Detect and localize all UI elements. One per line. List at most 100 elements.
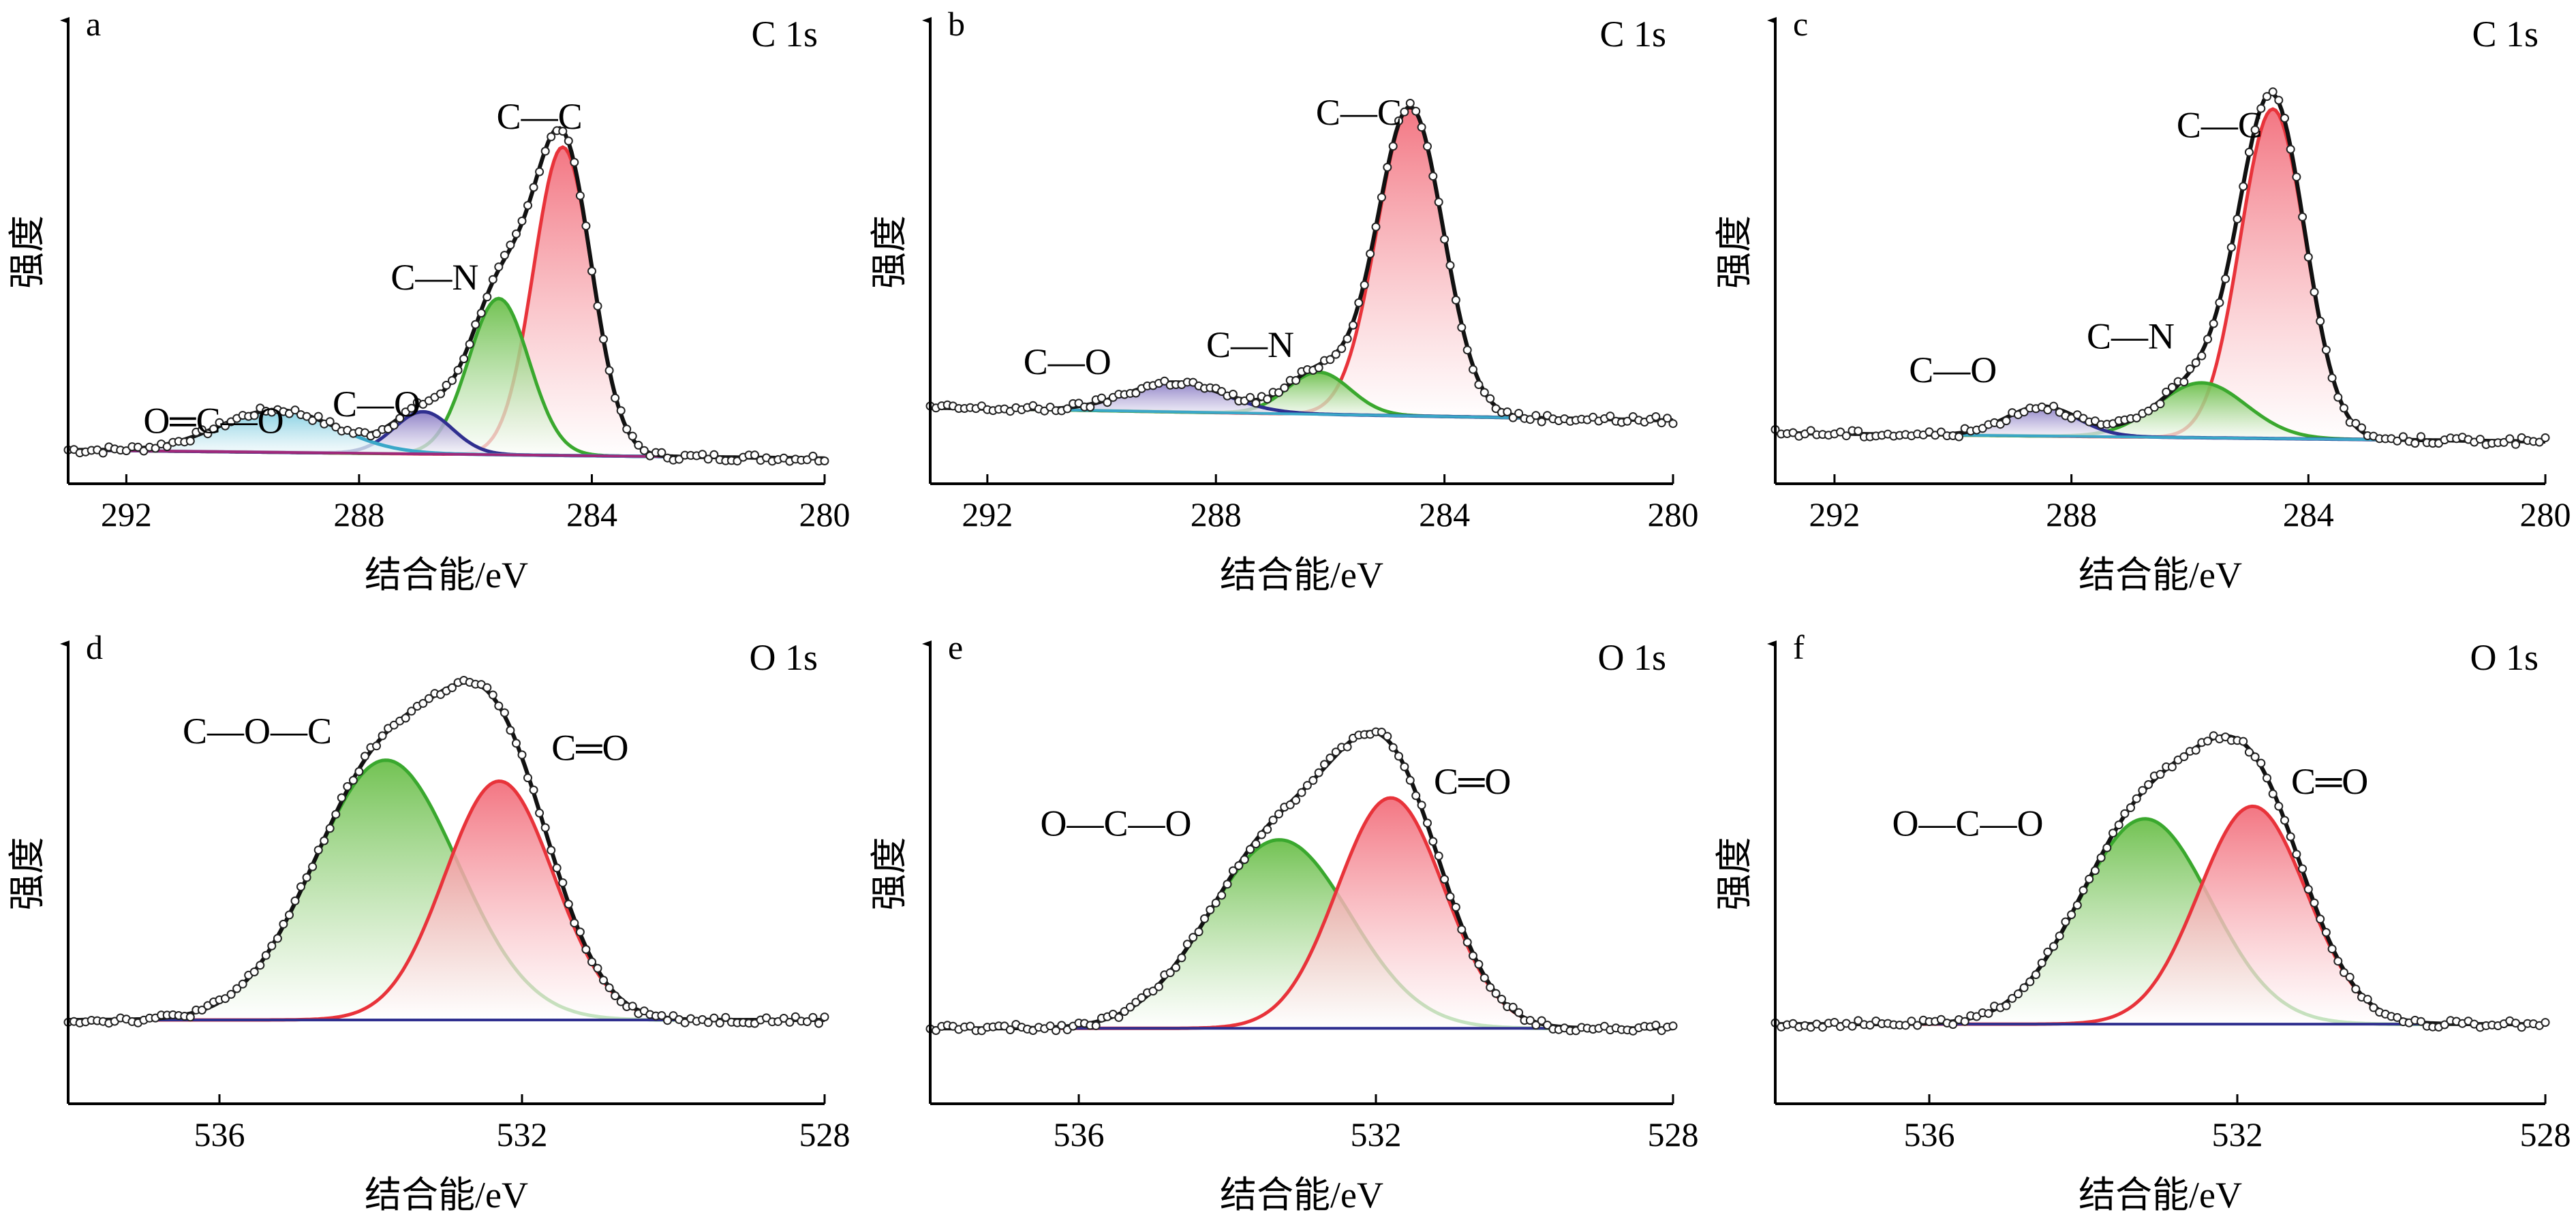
peak-fill-2 [930,798,1673,1029]
panel-a: 292 288 284 280 a C 1s 结合能/eV 强度 C—C C—N C—O O═C—O [7,5,850,595]
raw-data-point [1131,997,1141,1007]
raw-data-points [925,727,1678,1036]
raw-data-point [1623,416,1632,426]
raw-data-point [1291,796,1301,805]
panel-letter: d [86,628,103,666]
peak-fill-2 [1775,382,2545,442]
panel-letter: f [1793,628,1805,666]
raw-data-point [2250,125,2260,135]
raw-data-point [2369,1003,2378,1012]
panel-letter: a [86,5,101,43]
raw-data-point [1268,816,1278,825]
raw-data-point [2132,414,2141,422]
raw-data-point [1234,861,1244,870]
raw-data-point [482,683,492,692]
raw-data-point [267,941,277,950]
raw-data-point [1120,1007,1129,1016]
raw-data-points [1770,87,2550,449]
raw-data-point [1377,728,1386,737]
x-tick-label: 536 [1904,1115,1955,1154]
raw-data-point [1314,768,1323,777]
raw-data-point [1383,732,1392,741]
raw-data-point [669,1011,678,1021]
raw-data-point [721,1012,731,1022]
raw-data-point [779,1014,788,1023]
raw-data-point [1806,426,1815,435]
raw-data-point [2263,92,2271,102]
raw-data-point [2274,801,2284,811]
raw-data-point [2417,1017,2425,1026]
raw-data-point [494,262,504,272]
raw-data-point [1417,801,1426,810]
raw-data-point [1960,1017,1969,1026]
core-level-label: C 1s [751,14,818,55]
raw-data-point [2511,1019,2520,1028]
raw-data-point [1274,388,1283,397]
raw-data-point [185,1012,195,1022]
raw-data-point [2239,737,2248,746]
raw-data-point [279,919,288,929]
raw-data-point [2002,1001,2011,1010]
raw-data-point [290,405,300,415]
raw-data-point [616,406,626,416]
raw-data-point [1978,424,1987,433]
raw-data-point [1984,1009,1993,1018]
raw-data-point [2541,433,2550,442]
raw-data-point [1331,747,1340,757]
raw-data-point [1663,414,1672,423]
panel-letter: b [948,5,965,43]
raw-data-point [372,741,381,751]
raw-data-point [1308,775,1318,785]
raw-data-point [698,450,707,459]
raw-data-point [2327,944,2337,954]
raw-data-point [2340,403,2348,413]
raw-data-point [1331,350,1340,359]
raw-data-point [1531,1021,1541,1030]
raw-data-point [762,1013,771,1023]
raw-data-point [1246,845,1255,854]
peak-label: C—N [1206,324,1294,365]
raw-data-point [2221,274,2230,283]
raw-data-point [378,731,387,741]
raw-data-point [221,421,230,431]
raw-data-point [313,846,323,855]
raw-data-point [2179,377,2189,387]
x-axis-label: 结合能/eV [2079,1175,2242,1216]
x-tick-label: 280 [2520,495,2571,533]
raw-data-point [162,442,172,452]
y-axis-label: 强度 [869,215,910,289]
core-level-label: C 1s [2472,14,2539,55]
raw-data-point [2440,1020,2449,1030]
x-tick-label: 532 [1351,1115,1402,1154]
raw-data-points [1770,731,2550,1032]
raw-data-point [1854,1016,1863,1025]
raw-data-point [1206,905,1215,914]
raw-data-point [622,424,632,434]
raw-data-point [1223,880,1232,889]
raw-data-point [372,429,381,439]
raw-data-point [2067,910,2076,919]
peak-fill-1 [1775,109,2545,442]
peak-label: C═O [551,728,628,769]
x-tick-label: 292 [1809,495,1860,533]
core-level-label: O 1s [749,637,818,678]
raw-data-point [1486,982,1495,992]
raw-data-point [1131,388,1141,398]
raw-data-point [558,127,568,136]
panel-letter: e [948,628,963,666]
raw-data-point [302,412,311,421]
raw-data-point [395,414,405,423]
raw-data-point [2008,993,2017,1003]
x-axis-label: 结合能/eV [2079,555,2242,595]
raw-data-point [2037,958,2046,967]
raw-data-point [2292,172,2301,182]
raw-data-point [98,448,108,458]
raw-data-point [232,984,242,993]
x-tick-label: 284 [566,495,617,533]
raw-data-point [628,431,637,441]
raw-data-point [1474,959,1484,969]
raw-data-point [2256,104,2266,113]
raw-data-point [517,216,527,226]
raw-data-point [389,420,399,430]
raw-data-point [675,454,684,464]
